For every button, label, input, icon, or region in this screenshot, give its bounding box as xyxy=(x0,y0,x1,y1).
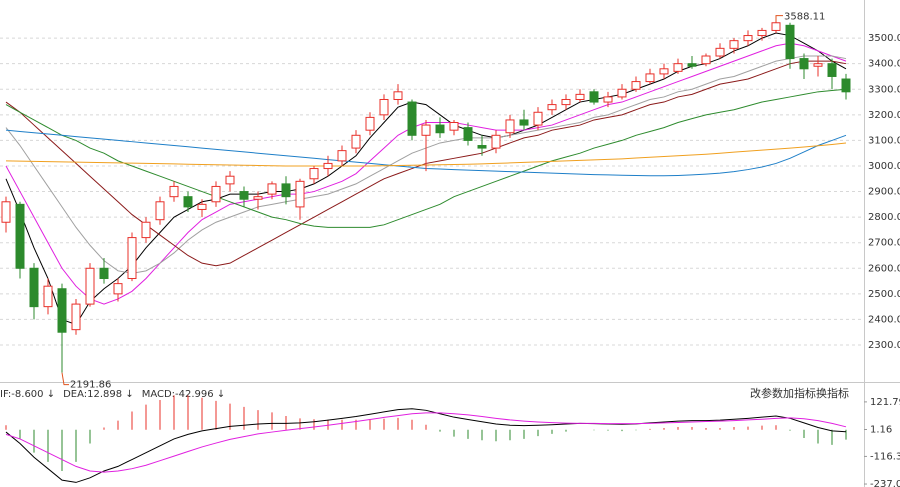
candle-body xyxy=(267,183,277,195)
candle-body xyxy=(617,88,627,98)
candle-body xyxy=(659,68,669,75)
candle-body xyxy=(407,101,417,136)
candle-body xyxy=(365,116,375,131)
moving-average-line xyxy=(5,88,847,228)
candle-body xyxy=(477,145,487,149)
candle-body xyxy=(757,29,767,37)
candle-body xyxy=(155,201,165,221)
candle-body xyxy=(743,35,753,42)
y-tick-label: 3400.00 xyxy=(868,59,900,70)
candle-body xyxy=(799,58,809,70)
candle-body xyxy=(589,91,599,103)
candle-body xyxy=(827,63,837,77)
candle-body xyxy=(71,303,81,331)
candle-body xyxy=(309,168,319,180)
y-tick-label: 2500.00 xyxy=(868,289,900,300)
candle-body xyxy=(771,22,781,31)
y-tick-label: 3300.00 xyxy=(868,84,900,95)
candle-body xyxy=(701,55,711,65)
candle-body xyxy=(113,283,123,295)
candle-body xyxy=(687,63,697,67)
candle-body xyxy=(435,124,445,134)
candle-body xyxy=(533,111,543,126)
y-tick-label: 2800.00 xyxy=(868,212,900,223)
y-tick-label: 2400.00 xyxy=(868,314,900,325)
y-tick-label: 3200.00 xyxy=(868,110,900,121)
candle-body xyxy=(239,191,249,200)
candle-body xyxy=(673,63,683,72)
y-tick-label: 3100.00 xyxy=(868,135,900,146)
indicator-button[interactable]: 换指标 xyxy=(816,386,849,400)
indicator-button[interactable]: 加指标 xyxy=(783,386,816,400)
candle-body xyxy=(729,40,739,49)
candle-body xyxy=(463,127,473,141)
candle-body xyxy=(1,201,11,223)
candle-body xyxy=(421,124,431,136)
y-tick-label: 2900.00 xyxy=(868,187,900,198)
y-tick-label: 2600.00 xyxy=(868,263,900,274)
candle-body xyxy=(505,119,515,134)
candle-body xyxy=(547,104,557,111)
low-label: 2191.86 xyxy=(70,380,111,391)
candle-body xyxy=(449,122,459,131)
candle-body xyxy=(645,73,655,83)
candle-body xyxy=(85,267,95,305)
candle-body xyxy=(841,78,851,93)
y-tick-label: 2700.00 xyxy=(868,238,900,249)
candle-body xyxy=(197,203,207,210)
candle-body xyxy=(337,150,347,162)
candle-body xyxy=(183,196,193,208)
macd-line xyxy=(5,412,847,473)
candle-body xyxy=(715,47,725,57)
y-tick-label: -116.39 xyxy=(870,451,900,462)
candle-body xyxy=(491,134,501,149)
candle-body xyxy=(575,93,585,100)
candle-body xyxy=(253,196,263,200)
candle-body xyxy=(295,180,305,208)
candle-body xyxy=(29,267,39,308)
candle-body xyxy=(43,285,53,308)
candle-body xyxy=(393,91,403,100)
candle-body xyxy=(603,96,613,103)
candle-body xyxy=(631,81,641,90)
legend-entry: DEA:12.898 ↓ xyxy=(63,389,134,400)
candle-body xyxy=(141,221,151,239)
candle-body xyxy=(785,24,795,60)
candle-body xyxy=(351,134,361,149)
candle-body xyxy=(99,267,109,280)
candle-body xyxy=(323,162,333,170)
y-tick-label: 121.79 xyxy=(870,397,900,408)
candle-body xyxy=(127,237,137,280)
y-tick-label: 3500.00 xyxy=(868,33,900,44)
candle-body xyxy=(15,203,25,269)
candle-body xyxy=(211,185,221,203)
indicator-button[interactable]: 改参数 xyxy=(750,386,783,400)
candle-body xyxy=(813,63,823,67)
y-tick-label: -237.02 xyxy=(870,479,900,487)
y-tick-label: 3000.00 xyxy=(868,161,900,172)
low-marker xyxy=(61,372,69,386)
candle-body xyxy=(281,183,291,198)
macd-line xyxy=(5,408,847,483)
candle-body xyxy=(57,288,67,333)
high-marker xyxy=(775,15,783,22)
candle-body xyxy=(561,98,571,106)
candle-body xyxy=(225,175,235,185)
candle-body xyxy=(519,119,529,126)
high-label: 3588.11 xyxy=(784,12,825,23)
legend-entry: MACD:-42.996 ↓ xyxy=(142,389,226,400)
legend-entry: IF:-8.600 ↓ xyxy=(0,389,55,400)
y-tick-label: 2300.00 xyxy=(868,340,900,351)
y-tick-label: 1.16 xyxy=(870,425,892,436)
candle-body xyxy=(169,185,179,198)
candle-body xyxy=(379,98,389,116)
